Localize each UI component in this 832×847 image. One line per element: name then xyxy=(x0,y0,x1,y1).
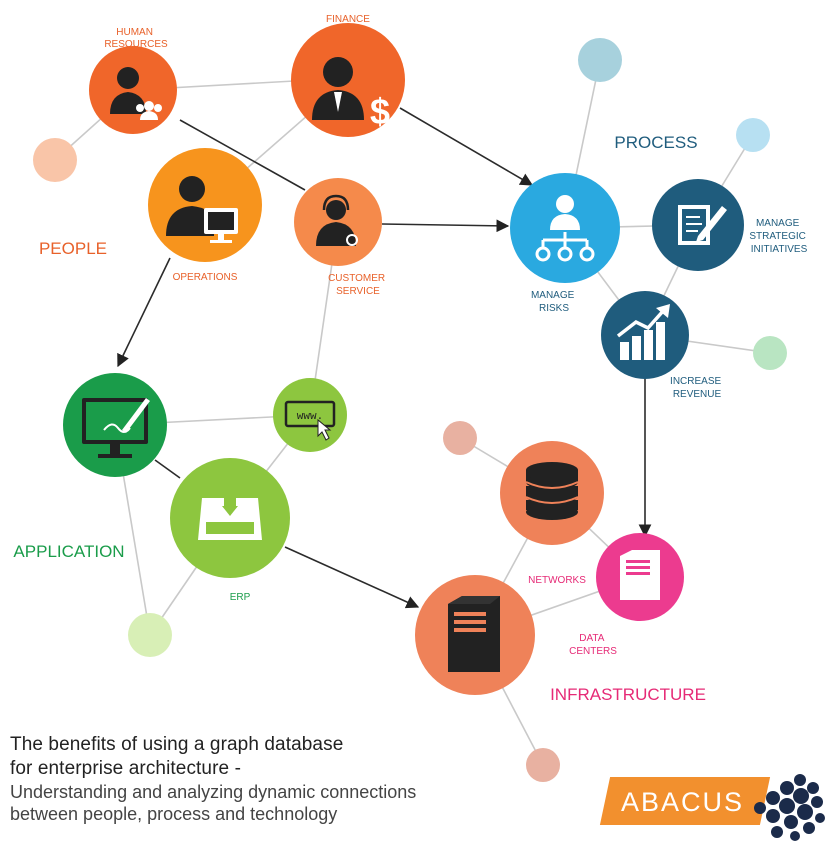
node-manage-risks xyxy=(510,173,620,283)
org-hierarchy-icon xyxy=(535,195,595,262)
label-manage-risks: MANAGE RISKS xyxy=(531,290,577,314)
label-line: INCREASE xyxy=(670,376,721,387)
document-pen-icon xyxy=(678,205,727,245)
server-rack-icon xyxy=(620,550,660,600)
node-application-design xyxy=(63,373,167,477)
label-line: DATA xyxy=(579,633,605,644)
label-line: HUMAN xyxy=(116,27,153,38)
label-line: INITIATIVES xyxy=(751,244,808,255)
label-human-resources: HUMAN RESOURCES xyxy=(104,27,168,50)
caption-title-line-1: The benefits of using a graph database xyxy=(10,734,344,755)
label-erp: ERP xyxy=(230,592,251,603)
group-label-process: PROCESS xyxy=(614,133,697,152)
group-label-people: PEOPLE xyxy=(39,239,107,258)
pale-node-people xyxy=(33,138,77,182)
node-server xyxy=(415,575,535,695)
node-networks xyxy=(500,441,604,545)
edge-customer-service-to-manage-risks xyxy=(381,219,510,233)
label-line: STRATEGIC xyxy=(749,231,805,242)
node-customer-service xyxy=(294,178,382,266)
dollar-icon: $ xyxy=(370,91,390,132)
businessman-dollar-icon: $ xyxy=(312,57,390,132)
label-operations: OPERATIONS xyxy=(173,272,238,283)
label-line: CENTERS xyxy=(569,646,617,657)
server-tower-icon xyxy=(448,596,500,672)
edge-finance-to-manage-risks xyxy=(399,107,534,186)
group-label-application: APPLICATION xyxy=(13,542,124,561)
browser-cursor-icon: www. xyxy=(284,400,336,441)
person-group-icon xyxy=(110,67,162,120)
database-icon xyxy=(525,462,579,520)
pale-nodes xyxy=(33,38,787,782)
label-line: RESOURCES xyxy=(104,39,168,50)
node-finance: $ xyxy=(291,23,405,137)
node-operations xyxy=(148,148,262,262)
label-manage-strategic: MANAGE STRATEGIC INITIATIVES xyxy=(749,218,808,255)
directed-edges xyxy=(117,107,652,609)
abacus-logo: ABACUS xyxy=(599,772,827,842)
edge-operations-to-application xyxy=(117,257,171,368)
label-data-centers: DATA CENTERS xyxy=(569,633,617,657)
pale-node-process-top xyxy=(578,38,622,82)
pale-node-revenue xyxy=(753,336,787,370)
node-erp xyxy=(170,458,290,578)
download-tray-icon xyxy=(198,494,262,540)
edge-hr-to-customer-service xyxy=(179,119,306,191)
growth-chart-icon xyxy=(616,304,670,360)
caption-title-line-2: for enterprise architecture - xyxy=(10,758,241,779)
pale-node-application xyxy=(128,613,172,657)
label-line: CUSTOMER xyxy=(328,273,385,284)
label-line: MANAGE xyxy=(531,290,575,301)
label-networks: NETWORKS xyxy=(528,575,586,586)
monitor-brush-icon xyxy=(82,398,150,458)
label-finance: FINANCE xyxy=(326,14,370,25)
label-line: RISKS xyxy=(539,303,569,314)
node-increase-revenue xyxy=(601,291,689,379)
caption-subtitle-line-2: between people, process and technology xyxy=(10,804,338,824)
www-text: www. xyxy=(297,411,323,423)
label-line: MANAGE xyxy=(756,218,800,229)
node-data-centers xyxy=(596,533,684,621)
pale-node-process-right xyxy=(736,118,770,152)
node-manage-strategic xyxy=(652,179,744,271)
pale-node-infra-top xyxy=(443,421,477,455)
headset-agent-icon xyxy=(316,194,358,246)
label-increase-revenue: INCREASE REVENUE xyxy=(670,376,724,400)
edge-erp-to-server xyxy=(284,546,420,609)
caption-subtitle-line-1: Understanding and analyzing dynamic conn… xyxy=(10,782,417,802)
group-label-infrastructure: INFRASTRUCTURE xyxy=(550,685,706,704)
label-line: SERVICE xyxy=(336,286,380,297)
beads-icon xyxy=(754,774,825,841)
operator-monitor-icon xyxy=(166,176,238,243)
label-line: REVENUE xyxy=(673,389,722,400)
pale-node-infra-bottom xyxy=(526,748,560,782)
label-customer-service: CUSTOMER SERVICE xyxy=(328,273,388,297)
node-web: www. xyxy=(273,378,347,452)
caption: The benefits of using a graph database f… xyxy=(10,733,530,825)
logo-name: ABACUS xyxy=(621,787,745,817)
node-human-resources xyxy=(89,46,177,134)
